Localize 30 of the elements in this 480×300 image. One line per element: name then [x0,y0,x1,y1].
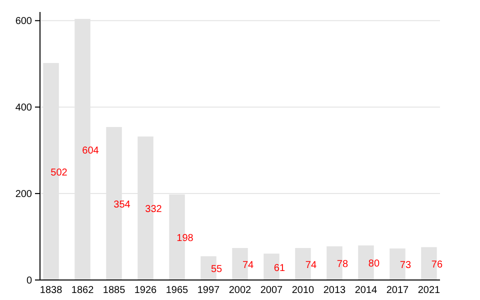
x-tick-label: 2021 [418,285,441,296]
x-tick-label: 2014 [354,285,378,296]
y-tick-label: 200 [15,189,32,200]
data-label: 76 [431,260,443,271]
data-label: 502 [50,168,68,179]
y-tick-label: 400 [15,102,32,114]
data-label: 55 [210,264,223,276]
x-tick-label: 1965 [166,285,189,296]
data-label: 61 [274,262,286,274]
data-label: 74 [242,260,254,272]
x-tick-label: 1997 [197,285,220,296]
data-label: 73 [400,260,412,272]
data-label: 332 [145,204,162,216]
data-label: 354 [114,199,131,210]
data-label: 74 [305,260,317,272]
data-label: 198 [176,233,194,244]
x-tick-label: 1862 [71,285,94,296]
x-tick-label: 1838 [40,285,63,296]
data-label: 604 [82,145,100,156]
x-tick-label: 1926 [134,285,158,296]
y-tick-label: 600 [15,16,32,28]
data-label: 78 [336,259,348,270]
x-tick-label: 2017 [386,285,410,296]
data-label: 80 [368,258,380,270]
y-tick-label: 0 [26,276,32,286]
x-tick-label: 2010 [292,285,315,296]
x-tick-label: 2002 [228,285,252,296]
x-tick-label: 2013 [323,285,346,296]
x-tick-label: 2007 [260,285,284,296]
x-tick-label: 1885 [102,285,126,296]
